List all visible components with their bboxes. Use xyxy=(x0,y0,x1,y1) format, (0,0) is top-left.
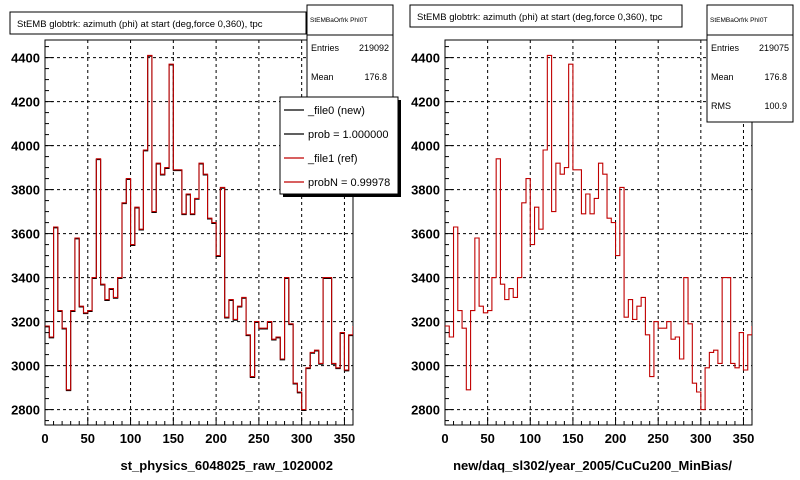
y-tick-label: 3000 xyxy=(411,359,440,374)
x-axis-label: new/daq_sl302/year_2005/CuCu200_MinBias/ xyxy=(453,458,732,473)
x-tick-label: 0 xyxy=(41,431,48,446)
title-box xyxy=(9,11,307,35)
y-tick-label: 3600 xyxy=(11,227,40,242)
legend-entry-label: probN = 0.99978 xyxy=(308,177,390,189)
x-tick-label: 350 xyxy=(733,431,755,446)
y-tick-label: 2800 xyxy=(11,403,40,418)
y-tick-label: 3200 xyxy=(11,315,40,330)
y-tick-label: 2800 xyxy=(411,403,440,418)
stats-entries-value: 219092 xyxy=(359,43,389,53)
legend-entry-label: _file0 (new) xyxy=(307,105,365,117)
chart-panel-0: 0 50 100 150 200 250 300 350 2800 3000 3200 3400 360… xyxy=(9,4,401,473)
legend-entry-label: _file1 (ref) xyxy=(307,153,358,165)
x-tick-label: 150 xyxy=(562,431,584,446)
chart-title: StEMB globtrk: azimuth (phi) at start (d… xyxy=(17,19,263,30)
x-tick-label: 150 xyxy=(162,431,184,446)
legend-box xyxy=(279,96,399,195)
x-tick-label: 50 xyxy=(81,431,95,446)
histogram-series-1 xyxy=(45,54,353,411)
stats-mean-label: Mean xyxy=(311,72,334,82)
y-tick-label: 3600 xyxy=(411,227,440,242)
y-tick-label: 3800 xyxy=(411,183,440,198)
x-tick-label: 0 xyxy=(441,431,448,446)
y-tick-label: 4400 xyxy=(411,51,440,66)
title-box xyxy=(409,4,683,28)
y-tick-label: 3000 xyxy=(11,359,40,374)
y-tick-label: 4200 xyxy=(411,95,440,110)
stats-box xyxy=(706,4,794,123)
stats-entries-value: 219075 xyxy=(759,43,789,53)
stats-mean-value: 176.8 xyxy=(364,72,387,82)
stats-entries-label: Entries xyxy=(711,43,740,53)
chart-title: StEMB globtrk: azimuth (phi) at start (d… xyxy=(417,12,663,23)
x-tick-label: 200 xyxy=(605,431,627,446)
x-tick-label: 300 xyxy=(291,431,313,446)
legend: _file0 (new) prob = 1.000000 _file1 (ref) p… xyxy=(279,96,401,197)
legend-entry-label: prob = 1.000000 xyxy=(308,129,388,141)
x-tick-label: 250 xyxy=(248,431,270,446)
y-tick-label: 3200 xyxy=(411,315,440,330)
x-tick-label: 200 xyxy=(205,431,227,446)
stats-name: StEMBaOrfrk PhI0T xyxy=(710,17,767,24)
stats-mean-label: Mean xyxy=(711,72,734,82)
stats-rms-value: 100.9 xyxy=(764,101,787,111)
stats-mean-value: 176.8 xyxy=(764,72,787,82)
stats-name: StEMBaOrfrk PhI0T xyxy=(310,17,367,24)
x-tick-label: 100 xyxy=(120,431,142,446)
stats-entries-label: Entries xyxy=(311,43,340,53)
x-tick-label: 300 xyxy=(690,431,712,446)
y-tick-label: 3800 xyxy=(11,183,40,198)
stats-rms-label: RMS xyxy=(711,101,731,111)
x-tick-label: 350 xyxy=(334,431,356,446)
y-tick-label: 4000 xyxy=(11,139,40,154)
y-tick-label: 4400 xyxy=(11,51,40,66)
y-tick-label: 4000 xyxy=(411,139,440,154)
y-tick-label: 4200 xyxy=(11,95,40,110)
histogram-series-0 xyxy=(445,54,752,411)
y-tick-label: 3400 xyxy=(11,271,40,286)
x-tick-label: 50 xyxy=(480,431,494,446)
x-tick-label: 250 xyxy=(647,431,669,446)
chart-panel-1: 0 50 100 150 200 250 300 350 2800 3000 3200 3400 360… xyxy=(409,4,794,473)
x-axis-label: st_physics_6048025_raw_1020002 xyxy=(120,458,333,473)
x-tick-label: 100 xyxy=(519,431,541,446)
y-tick-label: 3400 xyxy=(411,271,440,286)
